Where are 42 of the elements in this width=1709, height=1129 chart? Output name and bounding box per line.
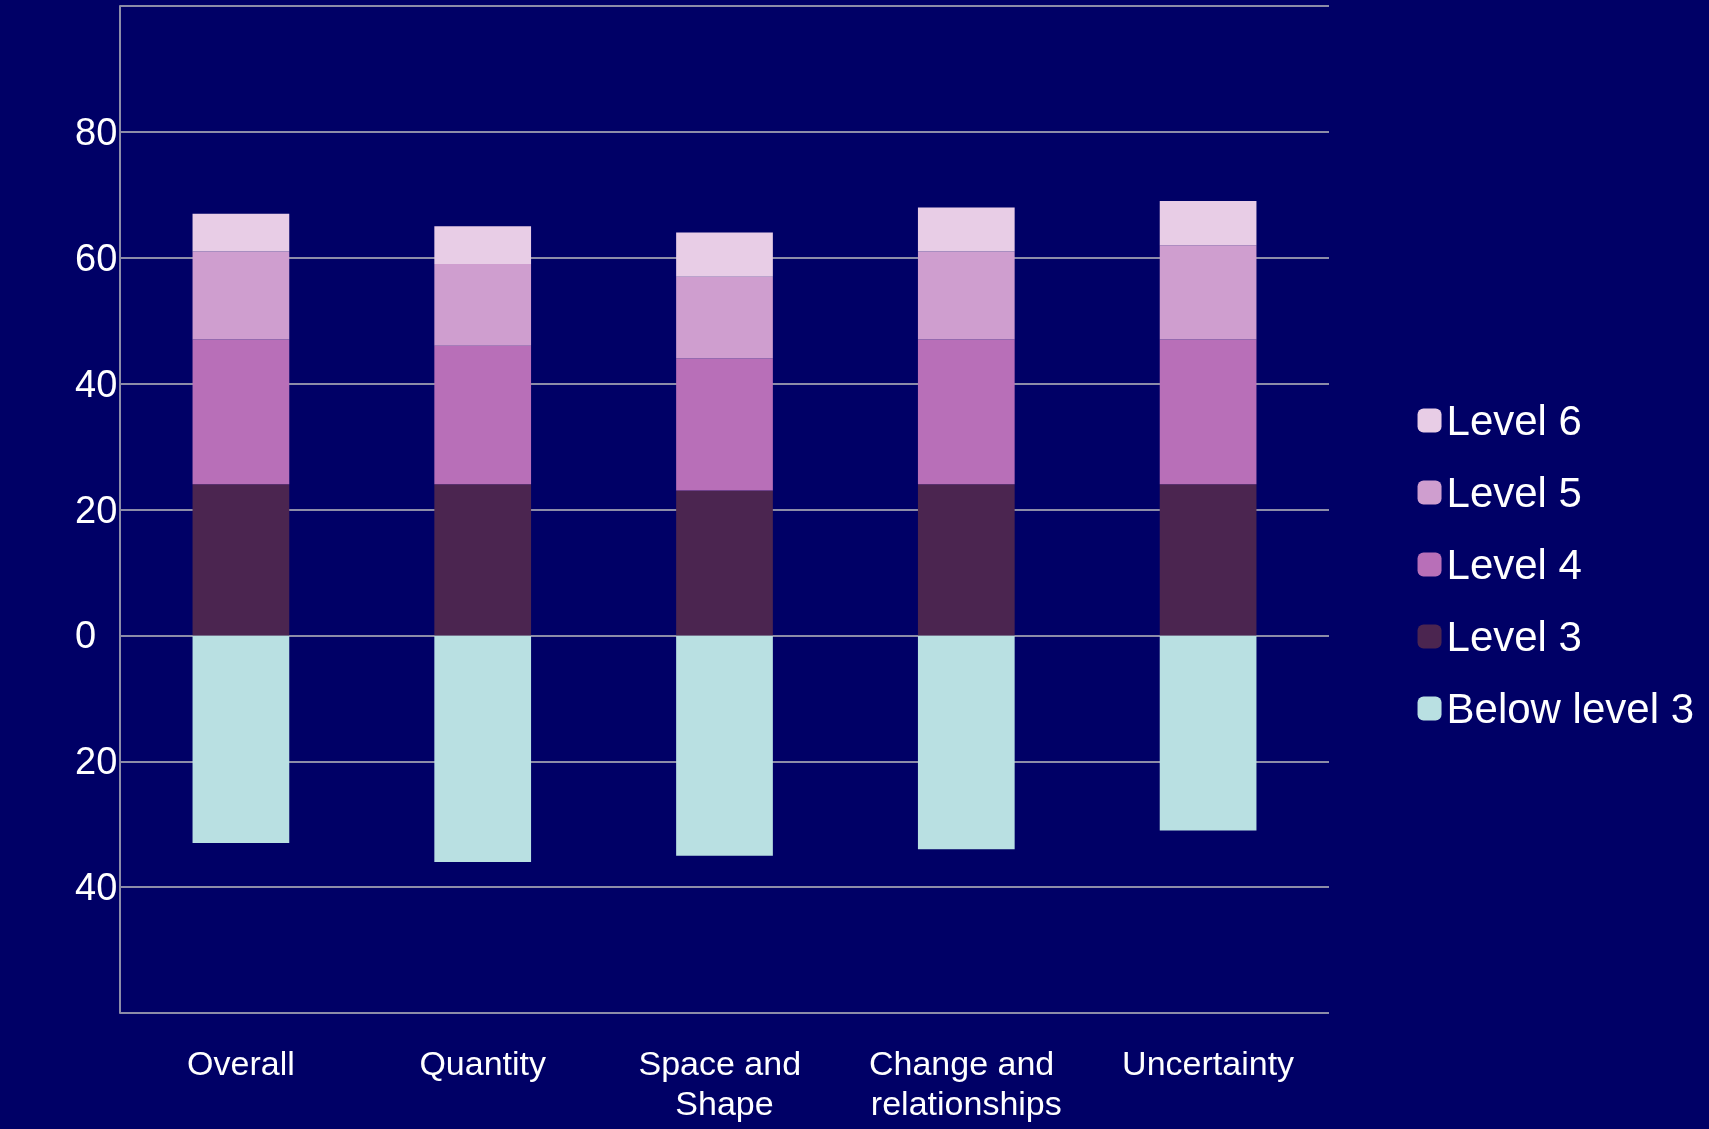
legend-label: Level 3: [1446, 613, 1582, 660]
bar: [434, 264, 532, 346]
bar: [1159, 339, 1257, 485]
bar: [192, 339, 290, 485]
bar: [1159, 635, 1257, 831]
x-tick-label: Change and relationships: [868, 1044, 1064, 1122]
legend-label: Level 6: [1446, 397, 1582, 444]
bar: [1159, 201, 1257, 246]
bar: [917, 484, 1015, 636]
x-tick-label: Quantity: [419, 1044, 547, 1082]
bar: [917, 207, 1015, 252]
bar: [676, 276, 773, 359]
legend-label: Level 5: [1446, 469, 1582, 516]
bar: [192, 635, 290, 844]
bar: [434, 635, 532, 862]
y-tick-label: 40: [75, 362, 118, 405]
y-tick-label: 20: [75, 740, 118, 783]
bar: [1159, 484, 1257, 636]
bar: [917, 635, 1015, 850]
bar: [676, 232, 773, 277]
x-tick-label: Space and Shape: [638, 1044, 811, 1122]
bar: [192, 213, 290, 252]
bar: [434, 345, 532, 485]
bar: [676, 358, 773, 491]
bar: [192, 251, 290, 340]
bar: [917, 251, 1015, 340]
bar: [1159, 245, 1257, 340]
bar: [676, 490, 773, 636]
x-tick-label: Uncertainty: [1122, 1044, 1295, 1082]
x-tick-label: Overall: [187, 1044, 295, 1082]
y-tick-label: 80: [75, 110, 118, 153]
bar: [434, 484, 532, 636]
legend-label: Below level 3: [1446, 685, 1694, 732]
bar: [434, 226, 532, 265]
y-tick-label: 60: [75, 236, 118, 279]
legend-label: Level 4: [1446, 541, 1582, 588]
y-tick-label: 0: [75, 614, 97, 657]
bar: [192, 484, 290, 636]
y-tick-label: 20: [75, 488, 118, 531]
bar: [676, 635, 773, 856]
bar: [917, 339, 1015, 485]
y-tick-label: 40: [75, 866, 118, 909]
